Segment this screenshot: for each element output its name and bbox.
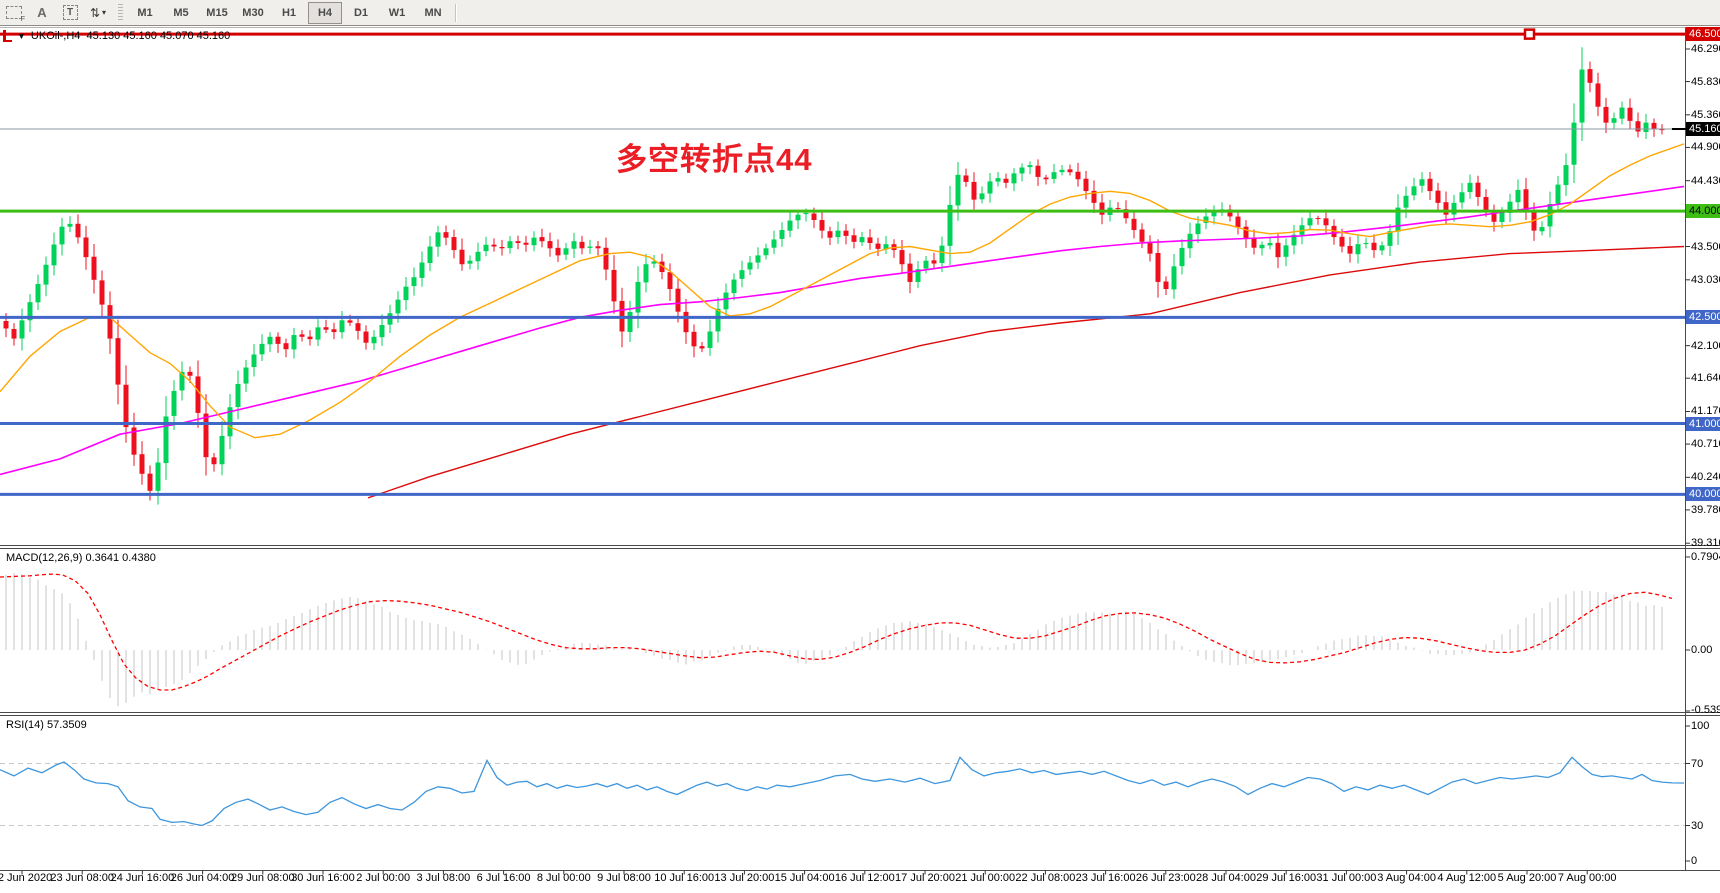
- symbol-dropdown-icon[interactable]: ▼: [17, 31, 26, 41]
- chart-shift-marker-icon[interactable]: [3, 30, 12, 42]
- macd-pane[interactable]: [0, 549, 1685, 713]
- ma-mid-line: [0, 185, 1685, 476]
- chart-title: UKOil-,H4 45.130 45.160 45.070 45.160: [30, 30, 231, 42]
- text-tool-icon[interactable]: T: [59, 3, 81, 23]
- timeframe-button-w1[interactable]: W1: [388, 6, 406, 19]
- toolbar-grip-handle[interactable]: [118, 3, 123, 22]
- timeframe-button-m30[interactable]: M30: [242, 6, 264, 19]
- timeframe-button-d1[interactable]: D1: [353, 6, 369, 19]
- toolbar: F A T ⇅ ▾ M1 M5 M15 M30 H1 H4 D1 W1 MN: [0, 0, 1720, 26]
- timeframe-button-m15[interactable]: M15: [206, 6, 228, 19]
- level-line-handle: [1523, 28, 1536, 40]
- timeframe-button-m1[interactable]: M1: [137, 6, 153, 19]
- rsi-indicator-label: RSI(14) 57.3509: [6, 719, 87, 731]
- timeframe-button-m5[interactable]: M5: [173, 6, 189, 19]
- chart-text-annotation[interactable]: 多空转折点44: [616, 142, 813, 177]
- rsi-pane[interactable]: [0, 716, 1685, 870]
- drawing-tool-f-icon[interactable]: F: [3, 3, 25, 23]
- arrow-tools-icon[interactable]: ⇅ ▾: [89, 5, 107, 20]
- macd-signal-line: [0, 573, 1673, 691]
- main-chart-plot-area[interactable]: [0, 28, 1685, 546]
- text-label-tool-icon[interactable]: A: [37, 5, 47, 20]
- price-axis[interactable]: [1686, 28, 1720, 870]
- timeframe-button-mn[interactable]: MN: [424, 6, 442, 19]
- rsi-line: [0, 756, 1685, 827]
- time-axis[interactable]: [0, 871, 1685, 893]
- timeframe-button-h1[interactable]: H1: [281, 6, 297, 19]
- ma-slow-line: [367, 245, 1685, 499]
- toolbar-separator: [455, 3, 457, 22]
- timeframe-button-h4[interactable]: H4: [308, 1, 342, 24]
- timeframe-buttons-group: M1 M5 M15 M30 H1 H4 D1 W1 MN: [127, 0, 451, 25]
- drawing-tools-group: F A T ⇅ ▾: [0, 0, 112, 25]
- macd-indicator-label: MACD(12,26,9) 0.3641 0.4380: [6, 552, 156, 564]
